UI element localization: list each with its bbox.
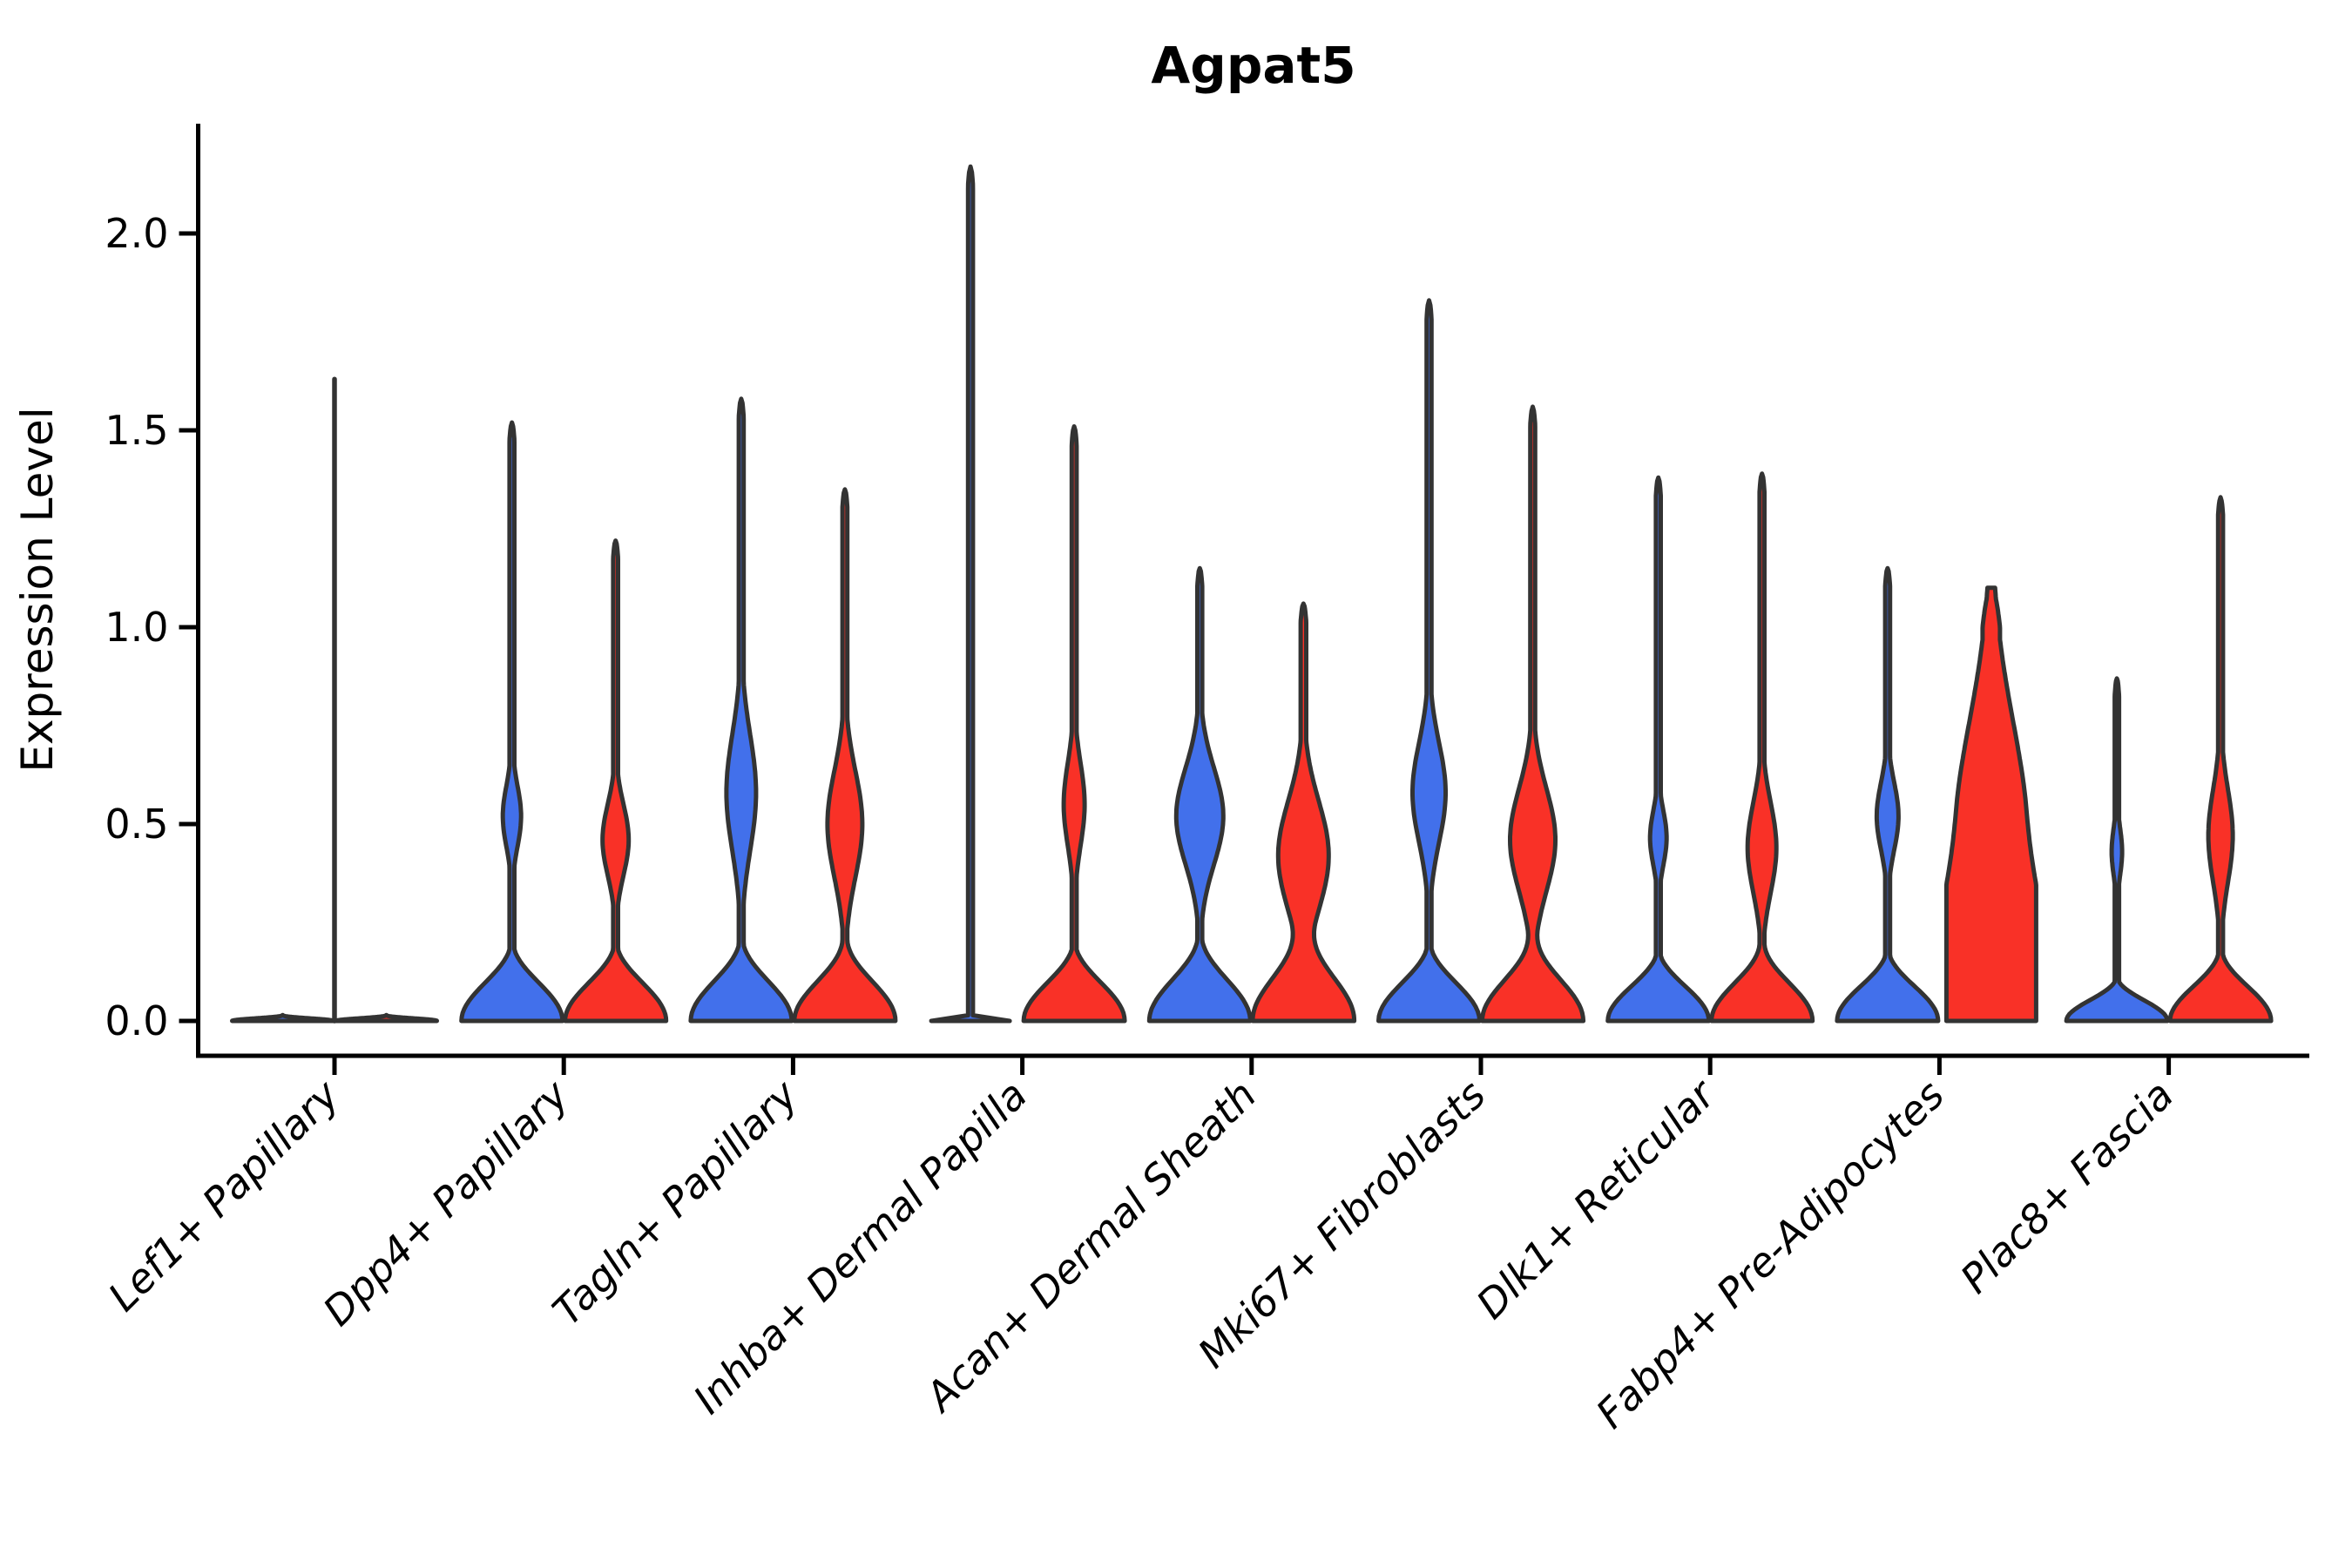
x-tick-label-tagln-papillary: Tagln+ Papillary xyxy=(544,1071,808,1335)
violin-dpp4-papillary-red xyxy=(563,538,669,1024)
x-tick-label-lef1-papillary: Lef1+ Papillary xyxy=(99,1071,348,1320)
y-axis-label: Expression Level xyxy=(12,407,63,772)
violin-dlk1-reticular-red xyxy=(1709,471,1815,1024)
violin-mki67-fibroblasts-red xyxy=(1479,404,1586,1024)
x-tick-label-plac8-fascia: Plac8+ Fascia xyxy=(1951,1071,2182,1302)
y-tick-label: 0.5 xyxy=(105,801,168,848)
y-tick-label: 2.0 xyxy=(105,210,168,257)
violin-acan-dermal-sheath-red xyxy=(1250,601,1357,1024)
x-tick-label-dlk1-reticular: Dlk1+ Reticular xyxy=(1467,1069,1726,1328)
plot-title: Agpat5 xyxy=(1151,36,1355,95)
violin-acan-dermal-sheath-blue xyxy=(1146,565,1253,1024)
x-tick-label-dpp4-papillary: Dpp4+ Papillary xyxy=(314,1071,578,1335)
violin-mki67-fibroblasts-blue xyxy=(1376,298,1482,1024)
violin-tagln-papillary-blue xyxy=(688,396,794,1024)
violin-inhba-dermal-papilla-red xyxy=(1021,424,1127,1024)
y-tick-label: 1.5 xyxy=(105,407,168,454)
violin-fabp4-pre-adipocytes-red xyxy=(1943,585,2038,1024)
violin-dpp4-papillary-blue xyxy=(459,420,565,1024)
violin-plac8-fascia-blue xyxy=(2064,676,2170,1024)
violin-dlk1-reticular-blue xyxy=(1605,475,1712,1024)
violin-lef1-papillary-red xyxy=(334,1012,439,1024)
y-tick-label: 1.0 xyxy=(105,604,168,651)
violin-inhba-dermal-papilla-blue xyxy=(929,164,1012,1024)
violin-tagln-papillary-red xyxy=(792,487,898,1024)
violin-fabp4-pre-adipocytes-blue xyxy=(1835,565,1941,1024)
violin-plac8-fascia-red xyxy=(2167,495,2274,1024)
violin-lef1-papillary-blue xyxy=(230,1012,335,1024)
y-tick-label: 0.0 xyxy=(105,997,168,1044)
